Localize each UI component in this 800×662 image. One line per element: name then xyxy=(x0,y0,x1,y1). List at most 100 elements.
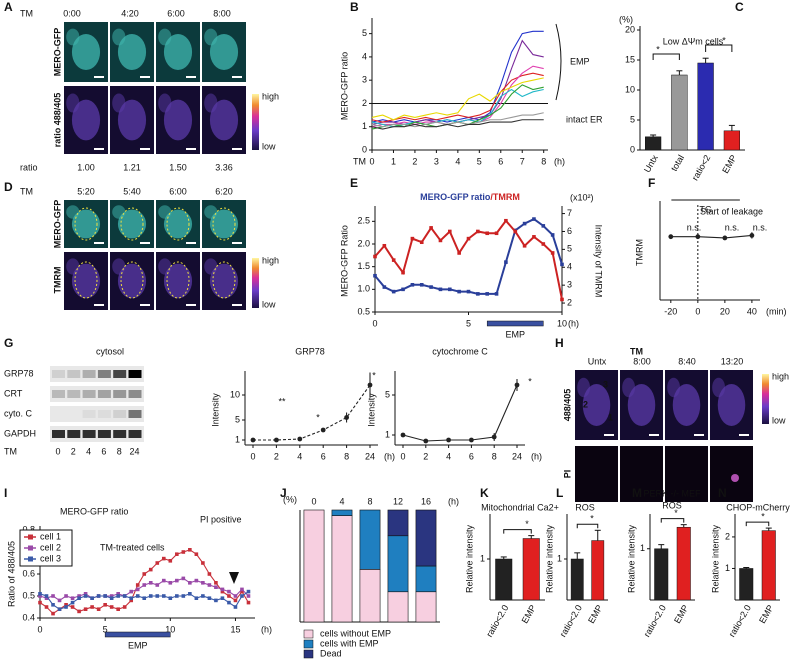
x-tick-label: ratio<2.0 xyxy=(558,603,584,639)
marker xyxy=(135,594,140,598)
marker xyxy=(448,287,452,292)
x-tick-label: 4 xyxy=(297,451,302,461)
chart-title: MERO-GFP ratio xyxy=(60,506,128,516)
y-tick-label: 1.5 xyxy=(357,261,370,271)
x-tick-label: 4 xyxy=(446,451,451,461)
cell-shape xyxy=(672,384,701,426)
blot-row-label: CRT xyxy=(4,388,23,398)
marker xyxy=(83,592,88,596)
marker xyxy=(44,596,49,600)
lane-label: 0 xyxy=(55,446,60,456)
band xyxy=(128,370,142,378)
annotation: n.s. xyxy=(687,222,702,232)
marker xyxy=(250,437,256,443)
panel-label: E xyxy=(350,176,358,190)
band xyxy=(97,410,111,418)
colorbar xyxy=(762,374,769,424)
cell-shape xyxy=(163,34,193,70)
marker xyxy=(135,587,140,592)
cell-shape xyxy=(209,99,239,141)
marker xyxy=(90,605,94,609)
cell-shape xyxy=(158,205,172,219)
panel-label: G xyxy=(4,336,13,350)
marker xyxy=(466,289,471,294)
y-tick-label: 1 xyxy=(385,429,390,439)
x-unit: (min) xyxy=(766,306,787,316)
column-label: Untx xyxy=(588,356,607,366)
marker xyxy=(188,592,192,596)
micrograph xyxy=(710,446,753,502)
marker xyxy=(77,594,81,598)
marker xyxy=(148,581,153,585)
marker xyxy=(532,217,536,221)
y2-tick-label: 6 xyxy=(567,226,572,236)
marker xyxy=(438,287,443,292)
cell-shape xyxy=(158,258,172,275)
bar xyxy=(495,558,513,601)
marker xyxy=(44,594,49,598)
series-line xyxy=(371,72,544,123)
marker xyxy=(560,262,564,267)
outline xyxy=(74,207,98,241)
y-tick-label: 20 xyxy=(625,24,635,34)
panel-label: H xyxy=(555,336,564,350)
chart-title: Mitochondrial Ca2+ xyxy=(481,502,559,512)
colorbar xyxy=(252,94,259,150)
blot-strip xyxy=(50,386,144,402)
panel-label: N xyxy=(718,486,727,500)
marker xyxy=(541,224,546,228)
marker xyxy=(161,578,166,583)
y2-tick-label: 3 xyxy=(567,280,572,290)
y-tick-label: 0.5 xyxy=(22,590,35,600)
x-tick-label: 10 xyxy=(165,624,175,634)
band xyxy=(82,390,96,398)
micrograph xyxy=(620,446,663,502)
cell-number: 2 xyxy=(583,399,588,409)
group-label: TG xyxy=(699,204,712,214)
marker xyxy=(423,438,429,444)
annotation: n.s. xyxy=(753,222,768,232)
cell-shape xyxy=(71,209,101,239)
band xyxy=(113,430,127,438)
marker xyxy=(83,594,88,598)
marker xyxy=(142,572,147,576)
marker xyxy=(491,434,497,440)
marker xyxy=(148,567,153,572)
marker xyxy=(175,578,179,583)
significance: * xyxy=(525,519,529,529)
cell-shape xyxy=(209,263,239,299)
time-label: 6:20 xyxy=(215,186,233,196)
marker xyxy=(457,251,461,255)
colorbar-label: high xyxy=(772,371,789,381)
marker xyxy=(410,236,415,241)
legend-label: cell 2 xyxy=(40,542,61,552)
cell-shape xyxy=(163,209,193,239)
time-label: 4:20 xyxy=(121,8,139,18)
marker xyxy=(38,600,42,605)
marker xyxy=(155,594,160,598)
marker xyxy=(320,427,326,433)
cell-shape xyxy=(622,377,636,398)
cell-shape xyxy=(209,209,239,239)
y-tick-label: 1 xyxy=(480,553,485,563)
bar-segment xyxy=(303,509,325,623)
micrograph xyxy=(575,446,618,502)
cell-shape xyxy=(71,34,101,70)
x-tick-label: 8 xyxy=(344,451,349,461)
marker xyxy=(155,583,160,587)
bar-segment xyxy=(359,569,381,623)
series-line xyxy=(371,30,544,123)
marker xyxy=(207,572,212,576)
title-part: MERO-GFP ratio xyxy=(420,192,491,202)
marker xyxy=(201,561,205,565)
y-tick-label: 2 xyxy=(362,98,367,108)
marker xyxy=(109,605,114,609)
x-tick-label: 1 xyxy=(391,156,396,166)
y-axis-label: TMRM xyxy=(634,239,644,266)
y2-unit: (x10²) xyxy=(570,192,594,202)
span-label: EMP xyxy=(128,640,148,650)
cell-shape xyxy=(158,93,172,113)
band xyxy=(82,370,96,378)
ratio-label: ratio xyxy=(20,162,38,172)
cell-shape xyxy=(204,28,218,46)
